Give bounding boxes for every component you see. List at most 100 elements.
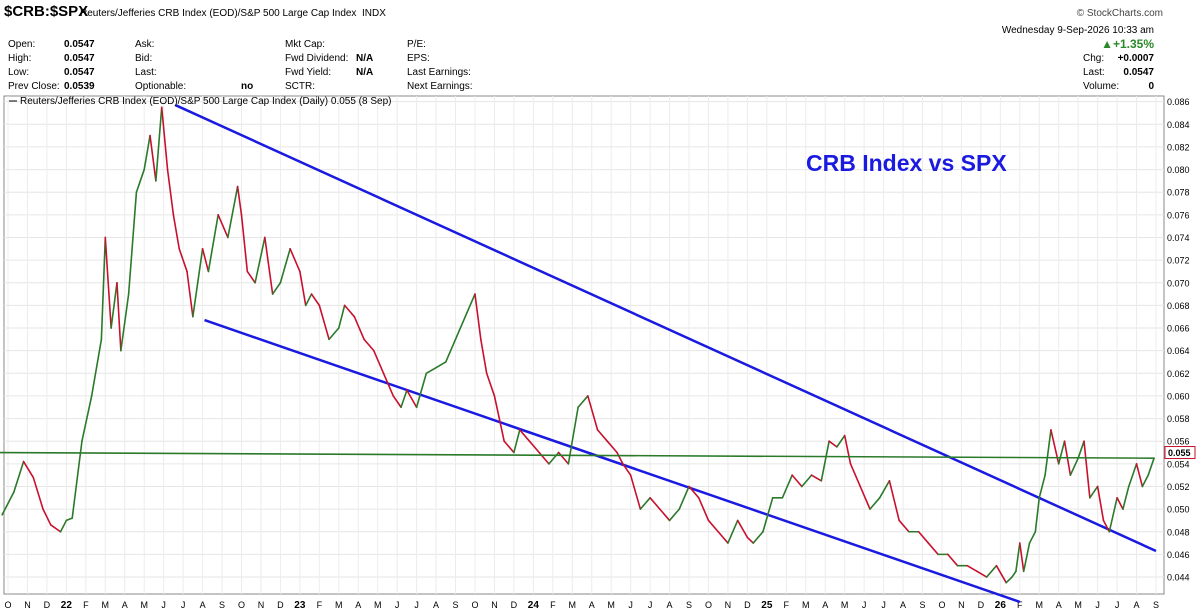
last2-label: Last: xyxy=(1083,67,1105,78)
x-tick-label: O xyxy=(471,600,478,610)
price-segment xyxy=(649,496,661,510)
price-segment xyxy=(1028,530,1037,544)
price-segment xyxy=(917,530,930,544)
price-segment xyxy=(71,440,83,519)
price-segment xyxy=(406,389,418,409)
price-segment xyxy=(791,474,803,488)
y-tick-label: 0.070 xyxy=(1167,278,1190,288)
price-segment xyxy=(668,508,681,522)
x-tick-label: 24 xyxy=(528,600,540,611)
price-segment xyxy=(172,214,181,250)
price-segment xyxy=(707,519,720,533)
price-segment xyxy=(801,474,813,488)
price-segment xyxy=(50,524,62,533)
pe-label: P/E: xyxy=(407,39,426,50)
x-tick-label: O xyxy=(4,600,11,610)
price-segment xyxy=(736,519,749,539)
price-segment xyxy=(166,168,175,216)
ask-label: Ask: xyxy=(135,39,155,50)
price-segment xyxy=(503,440,515,454)
chart-annotation: CRB Index vs SPX xyxy=(806,150,1007,176)
x-tick-label: S xyxy=(219,600,225,610)
x-tick-label: A xyxy=(900,600,906,610)
chg-value: +0.0007 xyxy=(1117,53,1154,64)
price-segment xyxy=(513,429,521,454)
price-segment xyxy=(90,338,103,397)
instrument-name: Reuters/Jefferies CRB Index (EOD)/S&P 50… xyxy=(80,8,386,19)
x-tick-label: M xyxy=(374,600,382,610)
price-segment xyxy=(227,185,239,239)
price-segment xyxy=(859,485,871,510)
x-tick-label: M xyxy=(607,600,615,610)
y-tick-label: 0.046 xyxy=(1167,550,1190,560)
price-segment xyxy=(688,485,700,499)
price-segment xyxy=(444,338,457,363)
x-tick-label: O xyxy=(238,600,245,610)
x-tick-label: J xyxy=(648,600,653,610)
x-tick-label: M xyxy=(841,600,849,610)
exchange-label: INDX xyxy=(362,8,386,19)
price-segment xyxy=(888,480,900,522)
x-tick-label: 26 xyxy=(995,600,1007,611)
price-segment xyxy=(304,293,313,307)
x-tick-label: M xyxy=(802,600,810,610)
price-segment xyxy=(22,460,35,479)
price-segment xyxy=(207,214,219,273)
y-tick-label: 0.054 xyxy=(1167,459,1190,469)
chg-label: Chg: xyxy=(1083,53,1105,64)
price-segment xyxy=(567,406,579,465)
grid-lines xyxy=(4,96,1164,594)
price-segment xyxy=(849,463,862,488)
bid-label: Bid: xyxy=(135,53,153,64)
price-segment xyxy=(353,315,365,341)
price-segment xyxy=(493,395,505,443)
price-segment xyxy=(995,564,1007,584)
price-segment xyxy=(425,366,437,375)
optionable-value: no xyxy=(241,81,254,92)
x-tick-label: N xyxy=(491,600,498,610)
price-segment xyxy=(217,214,229,239)
price-segment xyxy=(240,214,249,273)
x-tick-label: J xyxy=(395,600,400,610)
price-segment xyxy=(1044,429,1052,476)
price-segment xyxy=(1057,440,1066,465)
price-segment xyxy=(828,440,838,448)
price-segment xyxy=(160,106,169,171)
price-segment xyxy=(1018,542,1025,573)
y-tick-label: 0.086 xyxy=(1167,97,1190,107)
x-tick-label: A xyxy=(122,600,128,610)
x-tick-label: O xyxy=(938,600,945,610)
price-segment xyxy=(538,451,550,465)
low-value: 0.0547 xyxy=(64,67,95,78)
x-tick-label: A xyxy=(667,600,673,610)
price-segment xyxy=(246,270,256,284)
y-tick-label: 0.052 xyxy=(1167,482,1190,492)
trendlines xyxy=(174,103,1157,604)
open-value: 0.0547 xyxy=(64,39,95,50)
price-segment xyxy=(110,281,118,329)
title-bar: $CRB:$SPX Reuters/Jefferies CRB Index (E… xyxy=(0,0,1199,22)
price-segment xyxy=(1089,485,1099,499)
x-tick-label: S xyxy=(686,600,692,610)
price-segment xyxy=(59,519,68,533)
price-segment xyxy=(985,564,998,578)
fwd-dividend-label: Fwd Dividend: xyxy=(285,53,349,64)
x-tick-label: D xyxy=(744,600,751,610)
x-tick-label: 22 xyxy=(61,600,73,611)
price-segment xyxy=(947,553,959,567)
price-segment xyxy=(435,361,447,369)
price-segment xyxy=(622,463,632,476)
x-tick-label: N xyxy=(958,600,965,610)
x-tick-label: F xyxy=(1017,600,1023,610)
x-tick-label: A xyxy=(355,600,361,610)
price-segment xyxy=(1050,429,1060,465)
price-segment xyxy=(1096,485,1105,522)
high-value: 0.0547 xyxy=(64,53,95,64)
price-series xyxy=(0,106,1155,584)
price-segment xyxy=(1108,496,1118,533)
price-segment xyxy=(363,338,375,352)
x-tick-label: A xyxy=(200,600,206,610)
price-segment xyxy=(116,281,122,352)
volume-label: Volume: xyxy=(1083,81,1120,92)
price-segment xyxy=(616,451,624,465)
